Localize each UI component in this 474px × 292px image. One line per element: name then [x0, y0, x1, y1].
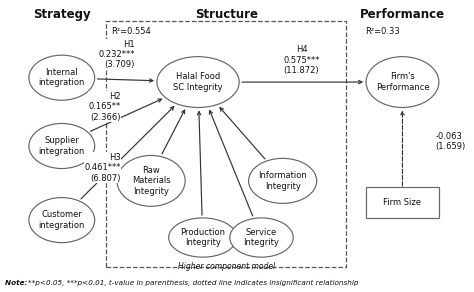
Ellipse shape — [366, 57, 439, 107]
Text: Raw
Materials
Integrity: Raw Materials Integrity — [132, 166, 170, 196]
FancyArrowPatch shape — [91, 99, 162, 131]
FancyArrowPatch shape — [162, 110, 184, 154]
Ellipse shape — [169, 218, 237, 257]
Text: H3
0.461***
(6.807): H3 0.461*** (6.807) — [84, 153, 120, 183]
Text: H2
0.165**
(2.366): H2 0.165** (2.366) — [88, 92, 120, 122]
Text: Firm Size: Firm Size — [383, 198, 421, 207]
Text: Firm's
Performance: Firm's Performance — [376, 72, 429, 92]
Text: R²=0.33: R²=0.33 — [365, 27, 400, 36]
Ellipse shape — [248, 158, 317, 204]
Text: H1
0.232***
(3.709): H1 0.232*** (3.709) — [98, 39, 135, 69]
Text: Structure: Structure — [195, 8, 258, 21]
Text: -0.063
(1.659): -0.063 (1.659) — [435, 132, 465, 151]
FancyArrowPatch shape — [197, 112, 202, 215]
Ellipse shape — [29, 198, 95, 243]
Ellipse shape — [230, 218, 293, 257]
Text: Halal Food
SC Integrity: Halal Food SC Integrity — [173, 72, 223, 92]
FancyArrowPatch shape — [220, 108, 265, 159]
Text: Internal
integration: Internal integration — [38, 68, 85, 87]
Text: Customer
integration: Customer integration — [38, 211, 85, 230]
Text: Note:: Note: — [5, 280, 30, 286]
Ellipse shape — [29, 55, 95, 100]
Text: R²=0.554: R²=0.554 — [111, 27, 151, 36]
FancyArrowPatch shape — [401, 112, 404, 186]
Ellipse shape — [117, 155, 185, 206]
Text: Supplier
integration: Supplier integration — [38, 136, 85, 156]
Text: Information
Integrity: Information Integrity — [258, 171, 307, 191]
FancyArrowPatch shape — [81, 107, 174, 199]
Ellipse shape — [29, 124, 95, 168]
Text: Production
Integrity: Production Integrity — [180, 228, 225, 247]
Text: **p<0.05, ***p<0.01, t-value in parenthesis, dotted line indicates insignificant: **p<0.05, ***p<0.01, t-value in parenthe… — [28, 280, 358, 286]
Text: Performance: Performance — [360, 8, 445, 21]
Text: Strategy: Strategy — [33, 8, 91, 21]
Ellipse shape — [157, 57, 239, 107]
Text: H4
0.575***
(11.872): H4 0.575*** (11.872) — [283, 45, 319, 75]
FancyBboxPatch shape — [366, 187, 439, 218]
FancyArrowPatch shape — [98, 79, 153, 82]
FancyArrowPatch shape — [210, 110, 253, 216]
FancyArrowPatch shape — [242, 80, 362, 84]
Text: Higher component model: Higher component model — [178, 262, 275, 271]
Text: Service
Integrity: Service Integrity — [244, 228, 280, 247]
